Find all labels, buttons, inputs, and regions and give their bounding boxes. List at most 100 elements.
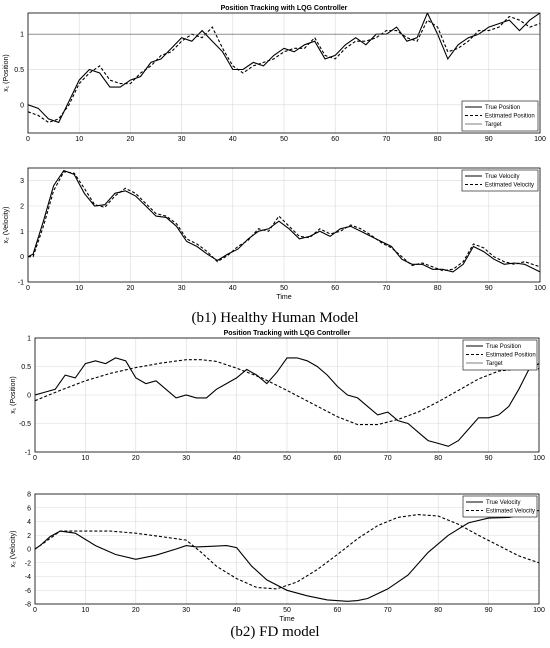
x-tick-label: 0 — [33, 455, 37, 462]
y-tick-label: 1 — [20, 229, 24, 236]
x-tick-label: 40 — [229, 285, 237, 292]
x-tick-label: 90 — [485, 455, 493, 462]
y-tick-label: 1 — [27, 336, 31, 343]
series-line-true-velocity — [28, 169, 540, 273]
x-tick-label: 90 — [485, 285, 493, 292]
x-tick-label: 40 — [233, 607, 241, 614]
y-tick-label: 8 — [27, 492, 31, 499]
y-tick-label: -1 — [25, 450, 31, 457]
series-line-true-position — [35, 357, 539, 447]
x-tick-label: 10 — [75, 285, 83, 292]
y-tick-label: 4 — [27, 519, 31, 526]
caption-b2: (b2) FD model — [230, 624, 319, 640]
legend-box — [462, 495, 538, 518]
x-tick-label: 30 — [182, 607, 190, 614]
x-tick-label: 10 — [75, 136, 83, 143]
x-tick-label: 0 — [26, 285, 30, 292]
x-axis-label: Time — [279, 616, 294, 623]
x-tick-label: 50 — [280, 136, 288, 143]
y-tick-label: 1 — [20, 32, 24, 39]
caption-b1: (b1) Healthy Human Model — [191, 310, 358, 326]
y-tick-label: -8 — [25, 602, 31, 609]
x-tick-label: 90 — [485, 607, 493, 614]
legend-entry: Estimated Position — [486, 353, 536, 359]
chart-3: 0 10 20 30 40 50 60 70 80 90 100 -1 -0.5 0 0.5 1 Positio… — [10, 330, 545, 462]
x-tick-label: 80 — [434, 136, 442, 143]
x-tick-label: 50 — [280, 285, 288, 292]
legend-box — [462, 339, 538, 371]
x-tick-label: 20 — [132, 607, 140, 614]
legend-entry: Estimated Velocity — [486, 509, 535, 515]
x-tick-label: 100 — [533, 455, 545, 462]
x-tick-label: 60 — [331, 136, 339, 143]
x-tick-label: 70 — [383, 136, 391, 143]
x-tick-label: 50 — [283, 455, 291, 462]
x-tick-label: 20 — [127, 285, 135, 292]
x-tick-label: 30 — [178, 136, 186, 143]
legend-box — [461, 100, 539, 132]
x-tick-label: 0 — [26, 136, 30, 143]
y-tick-label: -6 — [25, 588, 31, 595]
y-tick-label: -1 — [18, 280, 24, 287]
x-tick-label: 40 — [233, 455, 241, 462]
series-line-true-velocity — [35, 509, 539, 602]
x-tick-label: 70 — [384, 607, 392, 614]
series-line-estimated-position — [35, 359, 539, 426]
x-tick-label: 40 — [229, 136, 237, 143]
chart-title: Position Tracking with LQG Controller — [224, 330, 351, 337]
y-tick-label: 6 — [27, 505, 31, 512]
legend: True Velocity Estimated Velocity — [462, 495, 538, 518]
legend-entry: True Velocity — [485, 174, 519, 180]
x-axis-label: Time — [276, 294, 291, 301]
chart-title: Position Tracking with LQG Controller — [221, 5, 348, 12]
x-tick-label: 60 — [334, 455, 342, 462]
y-axis-label: x₁ (Position) — [10, 376, 17, 413]
x-tick-label: 80 — [434, 285, 442, 292]
series-line-estimated-position — [28, 15, 540, 124]
y-axis-label: x₂ (Velocity) — [3, 207, 10, 244]
y-tick-label: 0 — [27, 547, 31, 554]
x-tick-label: 70 — [383, 285, 391, 292]
y-tick-label: 2 — [27, 533, 31, 540]
x-tick-label: 30 — [182, 455, 190, 462]
y-tick-label: 0 — [20, 254, 24, 261]
y-tick-label: -0.5 — [19, 421, 31, 428]
legend-entry: Target — [485, 122, 502, 128]
x-tick-label: 10 — [82, 607, 90, 614]
legend-box — [461, 169, 539, 192]
x-tick-label: 60 — [334, 607, 342, 614]
x-tick-label: 70 — [384, 455, 392, 462]
x-tick-label: 100 — [533, 607, 545, 614]
legend-entry: True Position — [485, 105, 520, 111]
y-tick-label: 0 — [27, 393, 31, 400]
legend: True Velocity Estimated Velocity — [461, 169, 539, 192]
series-line-estimated-velocity — [35, 514, 539, 590]
legend-entry: True Position — [486, 344, 521, 350]
y-tick-label: 2 — [20, 204, 24, 211]
plot-frame — [27, 12, 541, 134]
x-tick-label: 90 — [485, 136, 493, 143]
y-tick-label: 0.5 — [14, 67, 24, 74]
x-tick-label: 0 — [33, 607, 37, 614]
legend-entry: True Velocity — [486, 500, 520, 506]
plot-frame — [27, 167, 541, 283]
y-axis-label: x₂ (Velocity) — [10, 531, 17, 568]
chart-4: 0 10 20 30 40 50 60 70 80 90 100 -8 -6 -4 -2 0 2 4 6 8 Time x… — [10, 492, 545, 624]
x-tick-label: 20 — [127, 136, 135, 143]
legend: True Position Estimated Position Target — [461, 100, 539, 132]
x-tick-label: 100 — [534, 136, 546, 143]
legend-entry: Estimated Velocity — [485, 183, 534, 189]
x-tick-label: 80 — [434, 607, 442, 614]
chart-1: 0 10 20 30 40 50 60 70 80 90 100 0 0.5 1 Position Trac… — [3, 5, 546, 143]
legend: True Position Estimated Position Target — [462, 339, 538, 371]
legend-entry: Target — [486, 361, 503, 367]
x-tick-label: 80 — [434, 455, 442, 462]
x-tick-label: 50 — [283, 607, 291, 614]
x-tick-label: 10 — [82, 455, 90, 462]
y-tick-label: -4 — [25, 574, 31, 581]
x-tick-label: 100 — [534, 285, 546, 292]
y-tick-label: 3 — [20, 178, 24, 185]
